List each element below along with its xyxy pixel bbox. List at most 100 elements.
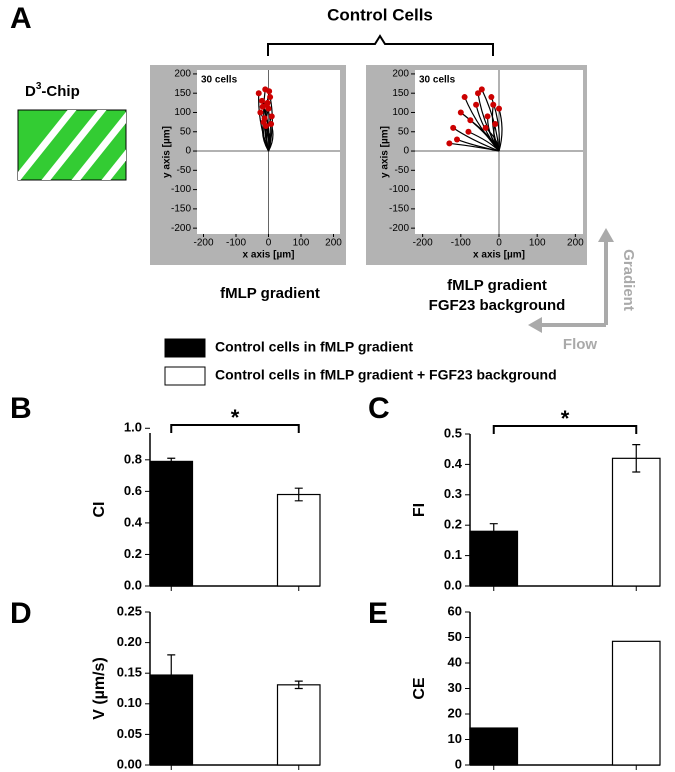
panel-label: D	[10, 597, 32, 630]
chip-label-main: D	[25, 83, 36, 100]
y-axis-label: FI	[411, 503, 428, 517]
error-bar	[294, 680, 303, 690]
y-tick-label: 0.4	[124, 514, 143, 529]
y-tick-label: 0.2	[444, 517, 462, 532]
y-tick-label: 60	[448, 603, 462, 618]
endpoint	[257, 109, 264, 116]
y-tick-label: 0.25	[117, 603, 142, 618]
error-bar	[167, 457, 176, 466]
endpoint	[457, 109, 464, 116]
endpoint	[446, 140, 453, 147]
endpoint	[266, 88, 273, 95]
y-axis-label: CI	[91, 502, 108, 518]
x-tick-label: 100	[293, 238, 310, 249]
chart-title: fMLP gradient	[447, 277, 547, 294]
endpoint	[478, 86, 485, 93]
flow-label: Flow	[563, 336, 597, 353]
y-tick-label: 10	[448, 731, 462, 746]
endpoint	[255, 90, 262, 97]
y-tick-label: 0.20	[117, 634, 142, 649]
significance-label: *	[561, 406, 570, 431]
significance-bracket	[492, 425, 638, 434]
endpoint	[259, 97, 265, 104]
bar	[276, 493, 321, 587]
error-bar	[167, 654, 176, 696]
legend-swatch	[164, 366, 206, 386]
group-title: Control Cells	[327, 5, 433, 24]
y-tick-label: 30	[448, 680, 462, 695]
y-tick-label: 0.05	[117, 726, 142, 741]
x-tick-label: 100	[529, 238, 546, 249]
y-tick-label: -100	[171, 184, 191, 195]
y-tick-label: 0.00	[117, 756, 142, 771]
y-tick-label: 40	[448, 654, 462, 669]
significance-label: *	[231, 405, 240, 430]
y-tick-label: 0.4	[444, 456, 463, 471]
y-tick-label: 0	[185, 146, 191, 157]
endpoint	[490, 101, 497, 108]
panel-label: C	[368, 392, 390, 425]
y-tick-label: -200	[389, 223, 409, 234]
y-axis-label: y axis [µm]	[380, 126, 391, 178]
bar	[469, 530, 519, 587]
y-tick-label: 50	[180, 126, 192, 137]
endpoint	[267, 94, 274, 101]
x-tick-label: 200	[325, 238, 342, 249]
chip-label-sup: 3	[36, 81, 42, 92]
error-bar	[294, 487, 303, 502]
x-tick-label: -200	[413, 238, 433, 249]
y-tick-label: 0.5	[444, 425, 462, 440]
track	[491, 104, 500, 152]
significance-bracket	[170, 424, 300, 433]
error-bar	[489, 523, 498, 540]
x-tick-label: 200	[567, 238, 584, 249]
bar	[276, 684, 321, 766]
endpoint	[482, 124, 489, 131]
endpoint	[461, 94, 468, 101]
y-tick-label: 20	[448, 705, 462, 720]
x-tick-label: -100	[451, 238, 471, 249]
legend-swatch	[164, 338, 206, 358]
track	[490, 96, 500, 152]
x-tick-label: 0	[496, 238, 502, 249]
track	[477, 93, 500, 152]
y-tick-label: 0.6	[124, 483, 142, 498]
chip-icon	[17, 109, 127, 181]
endpoint	[475, 90, 481, 97]
annotation: 30 cells	[201, 75, 238, 86]
y-tick-label: 50	[398, 126, 410, 137]
endpoint	[467, 117, 474, 124]
error-bar	[632, 444, 641, 473]
endpoint	[496, 105, 502, 112]
bar	[469, 727, 519, 766]
track	[449, 142, 500, 152]
x-axis-label: x axis [µm]	[243, 250, 295, 261]
y-axis-label: V (µm/s)	[91, 657, 108, 720]
panel-label: E	[368, 597, 388, 630]
endpoint	[268, 113, 275, 120]
y-tick-label: -200	[171, 223, 191, 234]
legend-label: Control cells in fMLP gradient + FGF23 b…	[215, 367, 557, 383]
y-tick-label: 0.10	[117, 695, 142, 710]
track	[498, 108, 503, 152]
x-tick-label: 0	[266, 238, 272, 249]
y-tick-label: 1.0	[124, 420, 142, 435]
direction-arrows	[528, 228, 614, 333]
y-tick-label: -150	[389, 204, 409, 215]
y-tick-label: 0.15	[117, 665, 142, 680]
y-tick-label: -50	[395, 165, 410, 176]
y-tick-label: 0.1	[444, 547, 462, 562]
endpoint	[454, 136, 460, 143]
endpoint	[492, 121, 499, 128]
track	[262, 106, 270, 152]
y-tick-label: -100	[389, 184, 409, 195]
y-tick-label: 0.3	[444, 486, 462, 501]
endpoint	[265, 105, 272, 112]
legend-label: Control cells in fMLP gradient	[215, 339, 413, 355]
brace	[267, 34, 494, 56]
y-tick-label: 150	[392, 88, 409, 99]
x-tick-label: -100	[226, 238, 246, 249]
endpoint	[450, 124, 457, 131]
x-tick-label: -200	[193, 238, 213, 249]
